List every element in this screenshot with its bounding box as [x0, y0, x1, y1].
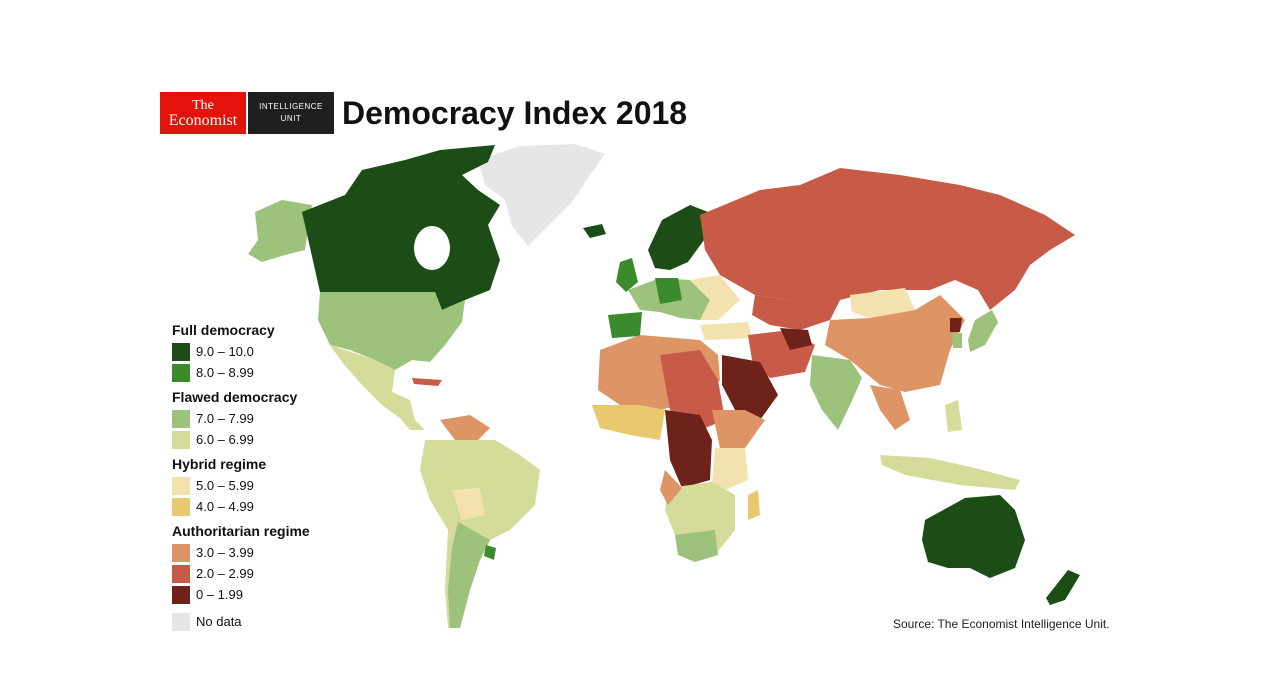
legend-item: 6.0 – 6.99 — [172, 429, 372, 450]
legend-label: No data — [196, 614, 242, 629]
legend-group-title: Authoritarian regime — [172, 523, 310, 539]
spain — [608, 312, 642, 338]
legend-item-no-data: No data — [172, 611, 372, 632]
legend-swatch — [172, 543, 190, 562]
germany — [655, 278, 682, 304]
legend-item: 2.0 – 2.99 — [172, 563, 372, 584]
mexico — [330, 345, 425, 430]
ethiopia-region — [712, 410, 765, 448]
source-note: Source: The Economist Intelligence Unit. — [893, 617, 1110, 631]
legend-label: 7.0 – 7.99 — [196, 411, 254, 426]
bolivia — [452, 488, 485, 520]
central-africa — [665, 410, 712, 488]
legend-group-flawed-democracy: Flawed democracy 7.0 – 7.99 6.0 – 6.99 — [172, 389, 372, 450]
philippines — [945, 400, 962, 432]
eiu-logo-line1: INTELLIGENCE — [259, 102, 323, 111]
legend-group-title: Full democracy — [172, 322, 275, 338]
cuba — [412, 378, 442, 386]
legend-label: 3.0 – 3.99 — [196, 545, 254, 560]
india — [810, 355, 862, 430]
legend-group-title: Hybrid regime — [172, 456, 267, 472]
west-africa — [592, 405, 665, 440]
greenland — [478, 144, 605, 246]
economist-logo: The Economist — [160, 92, 246, 134]
legend-item: 4.0 – 4.99 — [172, 496, 372, 517]
australia — [922, 495, 1025, 578]
indonesia — [880, 455, 1020, 490]
legend-swatch — [172, 585, 190, 604]
south-america — [420, 440, 540, 628]
angola-region — [660, 470, 682, 505]
legend-item: 3.0 – 3.99 — [172, 542, 372, 563]
madagascar — [748, 490, 760, 520]
legend: Full democracy 9.0 – 10.0 8.0 – 8.99 Fla… — [172, 316, 372, 632]
iceland — [583, 224, 606, 238]
legend-swatch — [172, 564, 190, 583]
turkey — [700, 322, 752, 340]
venezuela — [440, 415, 490, 440]
legend-swatch — [172, 363, 190, 382]
legend-swatch — [172, 430, 190, 449]
scandinavia — [648, 205, 708, 270]
legend-swatch — [172, 612, 190, 631]
south-africa — [675, 530, 718, 562]
legend-group-full-democracy: Full democracy 9.0 – 10.0 8.0 – 8.99 — [172, 322, 372, 383]
legend-swatch — [172, 497, 190, 516]
legend-swatch — [172, 342, 190, 361]
south-korea — [952, 333, 962, 348]
saudi-arabia — [722, 355, 778, 420]
economist-logo-line2: Economist — [168, 112, 238, 129]
legend-swatch — [172, 409, 190, 428]
legend-label: 2.0 – 2.99 — [196, 566, 254, 581]
legend-swatch — [172, 476, 190, 495]
united-kingdom — [616, 258, 638, 292]
new-zealand — [1046, 570, 1080, 605]
libya-sudan — [660, 350, 725, 430]
eiu-logo-line2: UNIT — [280, 114, 302, 123]
legend-item: 9.0 – 10.0 — [172, 341, 372, 362]
central-asia — [752, 295, 840, 330]
legend-label: 0 – 1.99 — [196, 587, 243, 602]
united-states — [318, 292, 465, 370]
japan — [968, 310, 998, 352]
uruguay — [484, 545, 496, 560]
legend-label: 5.0 – 5.99 — [196, 478, 254, 493]
eiu-logo: INTELLIGENCE UNIT — [248, 92, 334, 134]
legend-label: 8.0 – 8.99 — [196, 365, 254, 380]
southeast-asia — [870, 385, 910, 430]
china — [825, 295, 965, 392]
eastern-europe — [690, 275, 740, 320]
hudson-bay — [414, 226, 450, 270]
legend-item: 7.0 – 7.99 — [172, 408, 372, 429]
legend-group-hybrid-regime: Hybrid regime 5.0 – 5.99 4.0 – 4.99 — [172, 456, 372, 517]
legend-label: 9.0 – 10.0 — [196, 344, 254, 359]
north-korea — [950, 318, 962, 332]
legend-label: 4.0 – 4.99 — [196, 499, 254, 514]
east-africa — [712, 448, 748, 490]
mongolia — [850, 288, 915, 318]
legend-item: 0 – 1.99 — [172, 584, 372, 605]
afghanistan — [780, 328, 812, 350]
legend-item: 8.0 – 8.99 — [172, 362, 372, 383]
argentina — [448, 522, 490, 628]
legend-group-title: Flawed democracy — [172, 389, 298, 405]
economist-logo-line1: The — [192, 98, 214, 113]
alaska — [248, 200, 312, 262]
legend-group-authoritarian-regime: Authoritarian regime 3.0 – 3.99 2.0 – 2.… — [172, 523, 372, 605]
legend-item: 5.0 – 5.99 — [172, 475, 372, 496]
map-title: Democracy Index 2018 — [342, 95, 688, 131]
legend-label: 6.0 – 6.99 — [196, 432, 254, 447]
russia — [700, 168, 1075, 310]
canada — [302, 145, 500, 310]
